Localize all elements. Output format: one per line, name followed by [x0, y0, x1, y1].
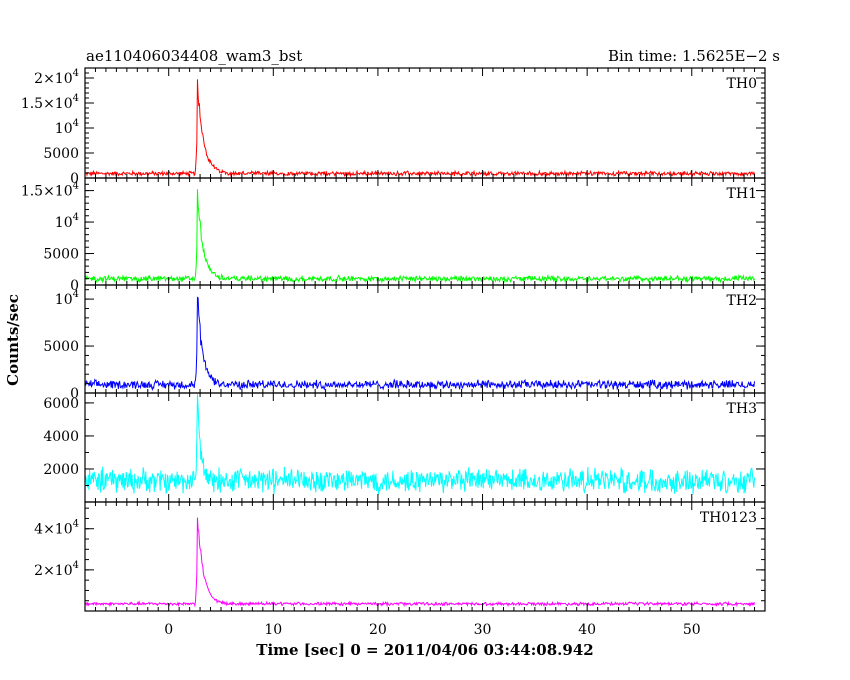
y-axis-label: Counts/sec: [4, 294, 22, 386]
x-tick-label: 50: [683, 622, 701, 638]
y-tick-label: 2×104: [34, 560, 79, 579]
x-tick-label: 30: [474, 622, 492, 638]
y-tick-label: 104: [55, 289, 79, 308]
panel-frame: [84, 284, 766, 394]
series-label-th0123: TH0123: [700, 510, 757, 526]
y-tick-label: 4×104: [34, 519, 79, 538]
bin-time-label: Bin time: 1.5625E−2 s: [608, 47, 780, 65]
series-line-th2: [84, 296, 756, 392]
chart-title: ae110406034408_wam3_bst: [86, 47, 302, 65]
panel-th2: 0 5000 104 TH2: [43, 284, 766, 402]
y-tick-label: 5000: [43, 146, 79, 162]
x-tick-label: 10: [264, 622, 282, 638]
panel-th0: 0 5000 104 1.5×104 2×104 TH0: [21, 67, 766, 187]
y-tick-label: 0: [70, 278, 79, 294]
series-label-th3: TH3: [727, 401, 757, 417]
series-line-th3: [84, 394, 756, 495]
panel-frame: [84, 177, 766, 286]
y-tick-label: 1.5×104: [21, 181, 79, 200]
y-tick-label: 5000: [43, 339, 79, 355]
y-tick-label: 0: [70, 171, 79, 187]
series-line-th0: [84, 79, 755, 178]
series-line-th1: [84, 189, 756, 284]
y-tick-label: 0: [70, 386, 79, 402]
series-label-th1: TH1: [727, 186, 757, 202]
panel-th1: 0 5000 104 1.5×104 TH1: [21, 177, 766, 294]
y-tick-label: 5000: [43, 247, 79, 263]
y-tick-label: 2000: [43, 462, 79, 478]
x-tick-label: 20: [369, 622, 387, 638]
y-tick-label: 1.5×104: [21, 93, 79, 112]
x-tick-label: 0: [164, 622, 173, 638]
x-tick-label: 40: [578, 622, 596, 638]
panel-th3: 2000 4000 6000 TH3: [43, 392, 766, 503]
y-tick-label: 2×104: [34, 68, 79, 87]
panel-frame: [84, 67, 766, 179]
y-tick-label: 104: [55, 212, 79, 231]
y-tick-label: 4000: [43, 429, 79, 445]
series-label-th2: TH2: [727, 293, 757, 309]
x-axis-label: Time [sec] 0 = 2011/04/06 03:44:08.942: [256, 641, 593, 659]
y-tick-label: 6000: [43, 396, 79, 412]
series-line-th0123: [84, 517, 756, 608]
panel-frame: [84, 501, 766, 612]
series-label-th0: TH0: [727, 76, 757, 92]
y-tick-label: 104: [55, 118, 79, 137]
panel-th0123: 2×104 4×104 TH0123: [34, 501, 766, 612]
